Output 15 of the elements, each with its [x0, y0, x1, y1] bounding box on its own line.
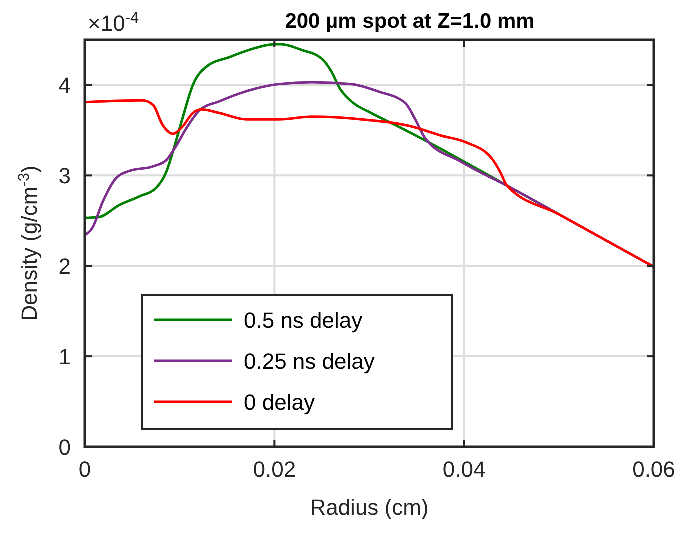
text: ×10$^{-4}$ — [88, 10, 140, 36]
legend-label: 0.5 ns delay — [244, 308, 363, 333]
legend-label: 0.25 ns delay — [244, 349, 375, 374]
x-tick-label: 0.06 — [632, 457, 676, 482]
x-tick-label: 0.02 — [253, 457, 296, 482]
legend-label: 0 delay — [244, 390, 315, 415]
y-tick-label: 1 — [58, 344, 71, 370]
y-tick-label: 0 — [58, 435, 71, 460]
y-tick-label: 3 — [58, 164, 71, 189]
x-axis-title: Radius (cm) — [310, 495, 429, 520]
y-tick-label: 2 — [58, 254, 71, 280]
x-tick-label: 0 — [78, 457, 92, 482]
x-tick-label: 0.04 — [442, 457, 486, 482]
chart-title: 200 µm spot at Z=1.0 mm — [285, 10, 535, 33]
y-tick-label: 4 — [58, 73, 71, 98]
